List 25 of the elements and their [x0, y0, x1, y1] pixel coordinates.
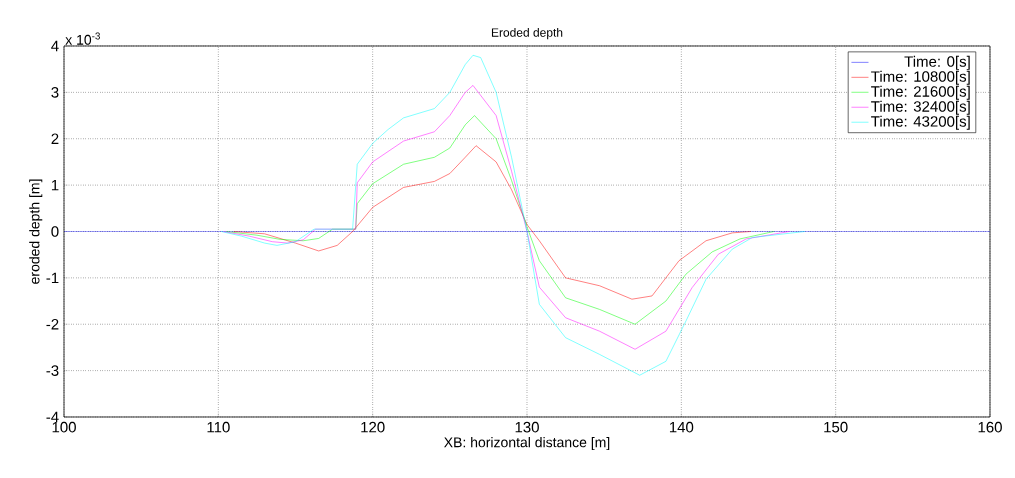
y-tick-label: 1	[51, 179, 59, 191]
legend-label: Time: 32400[s]	[871, 100, 970, 115]
y-tick-label: 0	[51, 226, 59, 237]
y-tick-label: -1	[46, 272, 59, 284]
y-tick-label: -3	[46, 365, 59, 376]
y-tick-label: -4	[46, 411, 59, 423]
y-tick-label: 3	[51, 87, 59, 98]
x-tick-label: 130	[515, 421, 539, 433]
y-tick-label: 2	[51, 133, 59, 144]
x-tick-label: 140	[669, 421, 694, 433]
chart-title: Eroded depth	[491, 27, 563, 40]
x-axis-title: XB: horizontal distance [m]	[444, 437, 610, 451]
y-tick-label: -2	[46, 319, 59, 330]
x-tick-label: 100	[52, 421, 76, 433]
y-tick-label: 4	[51, 40, 59, 52]
legend-label: Time: 21600[s]	[871, 85, 970, 100]
legend-label: Time: 0[s]	[904, 55, 970, 70]
text: x 10$^{-3}$	[65, 32, 100, 45]
x-tick-label: 110	[207, 421, 230, 433]
legend-label: Time: 43200[s]	[871, 115, 970, 130]
legend-label: Time: 10800[s]	[871, 70, 970, 85]
x-tick-label: 120	[361, 421, 385, 433]
y-axis-title: eroded depth [m]	[29, 179, 43, 284]
x-tick-label: 160	[978, 421, 1002, 433]
x-tick-label: 150	[824, 421, 848, 433]
